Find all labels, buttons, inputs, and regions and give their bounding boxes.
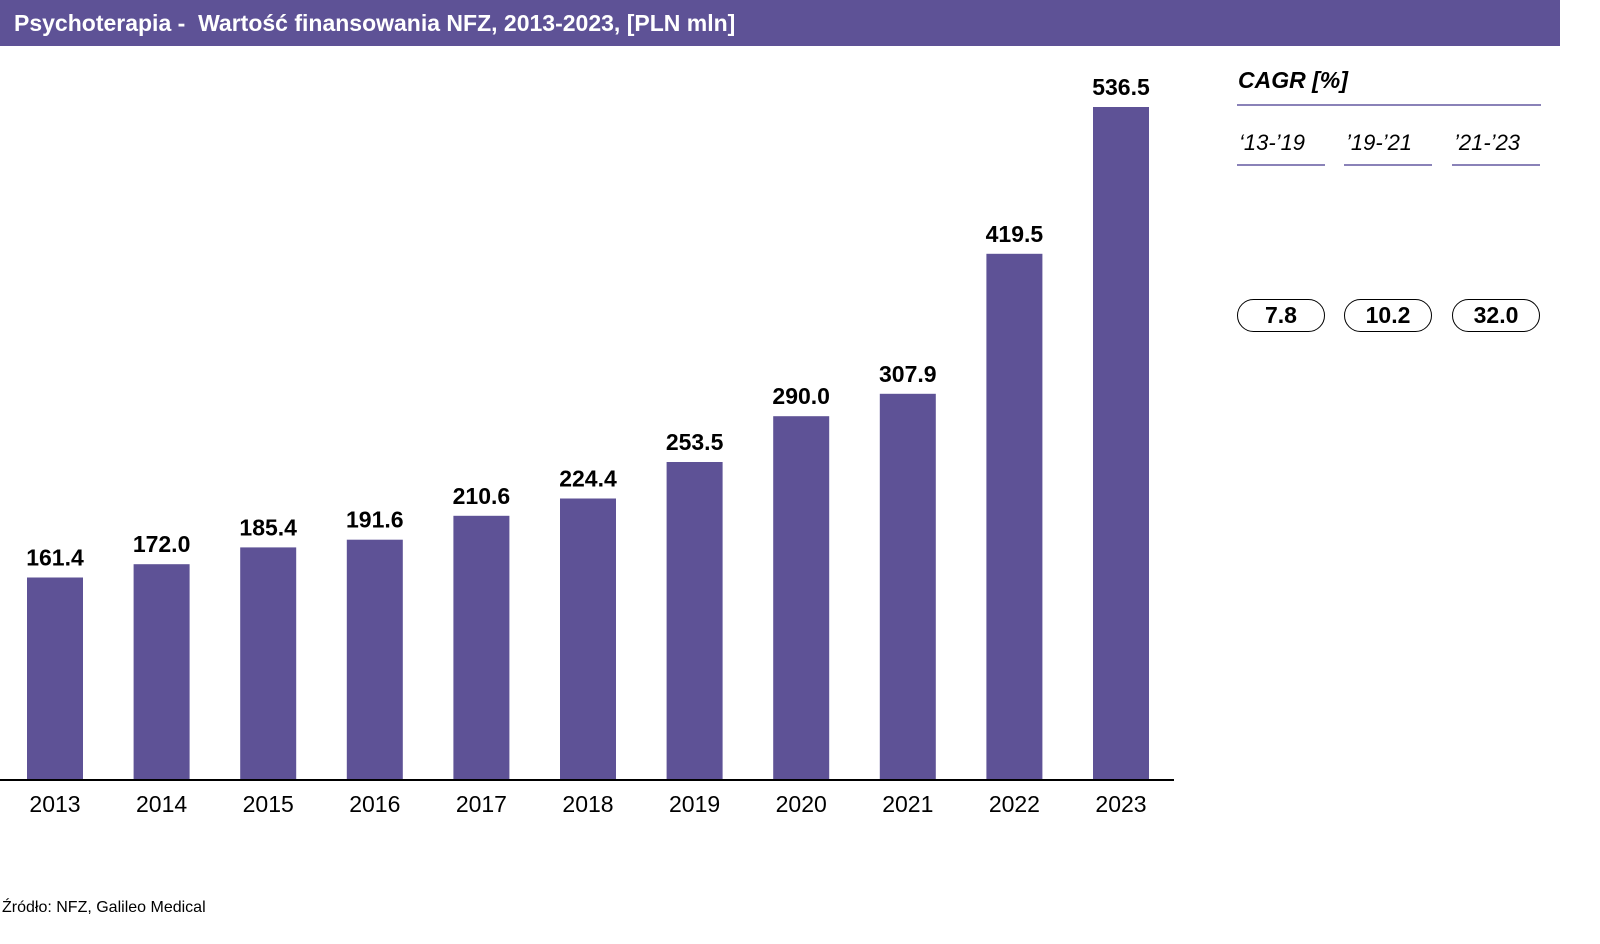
data-label-2022: 419.5 bbox=[986, 221, 1044, 247]
bar-2018 bbox=[560, 498, 616, 780]
bar-2022 bbox=[986, 253, 1043, 781]
bar-2014 bbox=[133, 564, 190, 780]
x-tick-label-2022: 2022 bbox=[989, 791, 1040, 817]
data-label-2023: 536.5 bbox=[1092, 74, 1150, 100]
source-note: Źródło: NFZ, Galileo Medical bbox=[2, 899, 206, 916]
bar-2015 bbox=[240, 547, 297, 780]
bar-2021 bbox=[879, 393, 936, 780]
cagr-period-divider bbox=[1344, 164, 1432, 166]
cagr-period-label: ’21-’23 bbox=[1454, 130, 1521, 155]
x-tick-label-2018: 2018 bbox=[562, 791, 613, 817]
x-tick-label-2023: 2023 bbox=[1095, 791, 1146, 817]
bar-2019 bbox=[666, 462, 723, 780]
data-label-2017: 210.6 bbox=[453, 483, 511, 509]
data-label-2021: 307.9 bbox=[879, 361, 937, 387]
x-tick-label-2014: 2014 bbox=[136, 791, 187, 817]
cagr-period-divider bbox=[1452, 164, 1540, 166]
data-label-2013: 161.4 bbox=[26, 545, 84, 571]
bar-labels-layer: 161.4 172.0 185.4 191.6 210.6 224.4 253.5 290.0… bbox=[26, 74, 1150, 571]
cagr-panel: CAGR [%] ‘13-’19 ’19-’21 ’21-’23 7.8 10.… bbox=[1237, 64, 1541, 354]
data-label-2019: 253.5 bbox=[666, 429, 724, 455]
data-label-2015: 185.4 bbox=[239, 514, 297, 540]
bar-2023 bbox=[1093, 107, 1149, 780]
x-tick-label-2016: 2016 bbox=[349, 791, 400, 817]
x-tick-label-2020: 2020 bbox=[776, 791, 827, 817]
x-tick-label-2021: 2021 bbox=[882, 791, 933, 817]
cagr-period-label: ’19-’21 bbox=[1346, 130, 1413, 155]
x-tick-label-2015: 2015 bbox=[243, 791, 294, 817]
data-label-2016: 191.6 bbox=[346, 507, 404, 533]
cagr-value-badge: 10.2 bbox=[1344, 299, 1432, 332]
cagr-period-divider bbox=[1237, 164, 1325, 166]
data-label-2014: 172.0 bbox=[133, 531, 191, 557]
cagr-title-divider bbox=[1237, 104, 1541, 106]
cagr-value-badge: 32.0 bbox=[1452, 299, 1540, 332]
cagr-title: CAGR [%] bbox=[1238, 67, 1348, 93]
cagr-value-badge: 7.8 bbox=[1237, 299, 1325, 332]
x-tick-labels-layer: 2013 2014 2015 2016 2017 2018 2019 2020 2021 2022… bbox=[29, 791, 1146, 817]
bar-2013 bbox=[27, 577, 83, 780]
bar-2017 bbox=[453, 515, 510, 780]
bar-2016 bbox=[346, 539, 403, 780]
chart-title: Psychoterapia - Wartość finansowania NFZ… bbox=[0, 0, 1560, 46]
data-label-2018: 224.4 bbox=[559, 466, 617, 492]
data-label-2020: 290.0 bbox=[772, 383, 830, 409]
x-tick-label-2013: 2013 bbox=[29, 791, 80, 817]
x-tick-label-2019: 2019 bbox=[669, 791, 720, 817]
bar-2020 bbox=[773, 416, 830, 780]
bars-layer bbox=[27, 107, 1149, 781]
bar-chart: 161.4 172.0 185.4 191.6 210.6 224.4 253.5 290.0… bbox=[0, 74, 1174, 817]
x-tick-label-2017: 2017 bbox=[456, 791, 507, 817]
cagr-period-label: ‘13-’19 bbox=[1239, 130, 1306, 155]
